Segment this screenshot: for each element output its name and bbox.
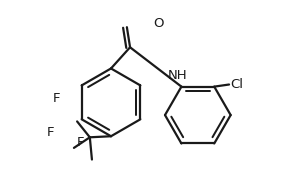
Text: F: F bbox=[76, 136, 84, 149]
Text: F: F bbox=[53, 92, 61, 105]
Text: Cl: Cl bbox=[231, 78, 244, 91]
Text: F: F bbox=[47, 126, 54, 138]
Text: NH: NH bbox=[168, 69, 188, 82]
Text: O: O bbox=[153, 17, 164, 31]
